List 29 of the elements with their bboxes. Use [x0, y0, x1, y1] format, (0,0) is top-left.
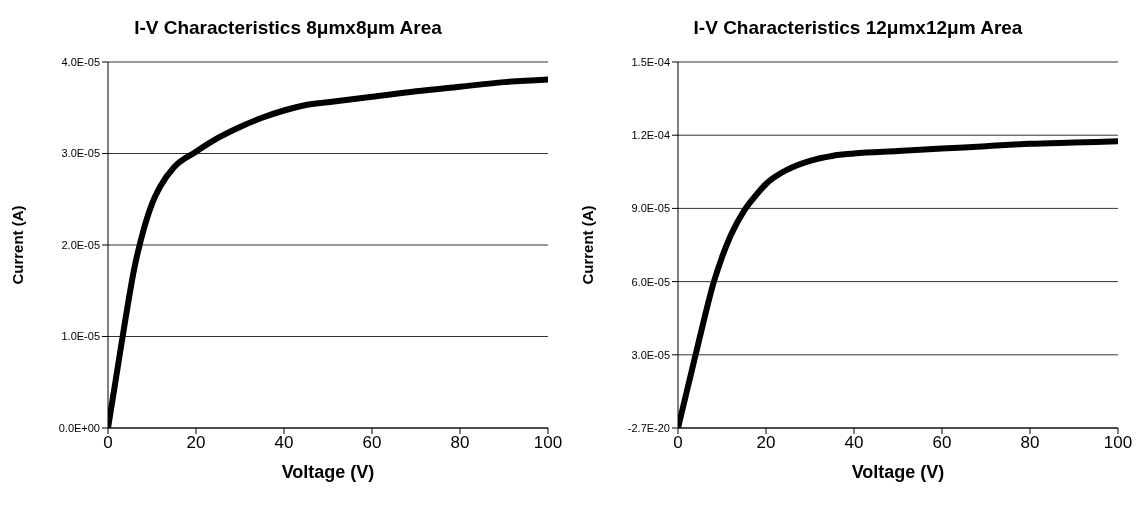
y-tick-label: 1.2E-04 [631, 129, 670, 142]
x-tick-label: 40 [844, 433, 864, 453]
y-tick-label: 4.0E-05 [61, 55, 100, 68]
y-tick-label: 1.5E-04 [631, 55, 670, 68]
y-axis-title: Current (A) [9, 205, 27, 285]
x-tick-label: 0 [673, 433, 683, 453]
x-tick-label: 100 [1103, 433, 1133, 453]
x-tick-label: 80 [450, 433, 470, 453]
y-tick-label: 6.0E-05 [631, 275, 670, 288]
x-tick-label: 60 [932, 433, 952, 453]
y-tick-label: -2.7E-20 [627, 421, 670, 434]
x-tick-label: 20 [756, 433, 776, 453]
x-tick-label: 20 [186, 433, 206, 453]
y-tick-label: 3.0E-05 [61, 147, 100, 160]
x-axis-title: Voltage (V) [281, 462, 375, 482]
y-tick-label: 2.0E-05 [61, 238, 100, 251]
x-tick-label: 60 [362, 433, 382, 453]
y-tick-label: 0.0E+00 [58, 421, 100, 434]
x-tick-label: 0 [103, 433, 113, 453]
x-axis-title: Voltage (V) [851, 462, 945, 482]
chart-title: I-V Characteristics 12μmx12μm Area [692, 16, 1024, 40]
chart-title: I-V Characteristics 8μmx8μm Area [133, 16, 443, 40]
y-tick-label: 3.0E-05 [631, 348, 670, 361]
x-tick-label: 40 [274, 433, 294, 453]
y-tick-label: 1.0E-05 [61, 330, 100, 343]
y-tick-label: 9.0E-05 [631, 202, 670, 215]
x-tick-label: 100 [533, 433, 563, 453]
y-axis-title: Current (A) [579, 205, 597, 285]
x-tick-label: 80 [1020, 433, 1040, 453]
